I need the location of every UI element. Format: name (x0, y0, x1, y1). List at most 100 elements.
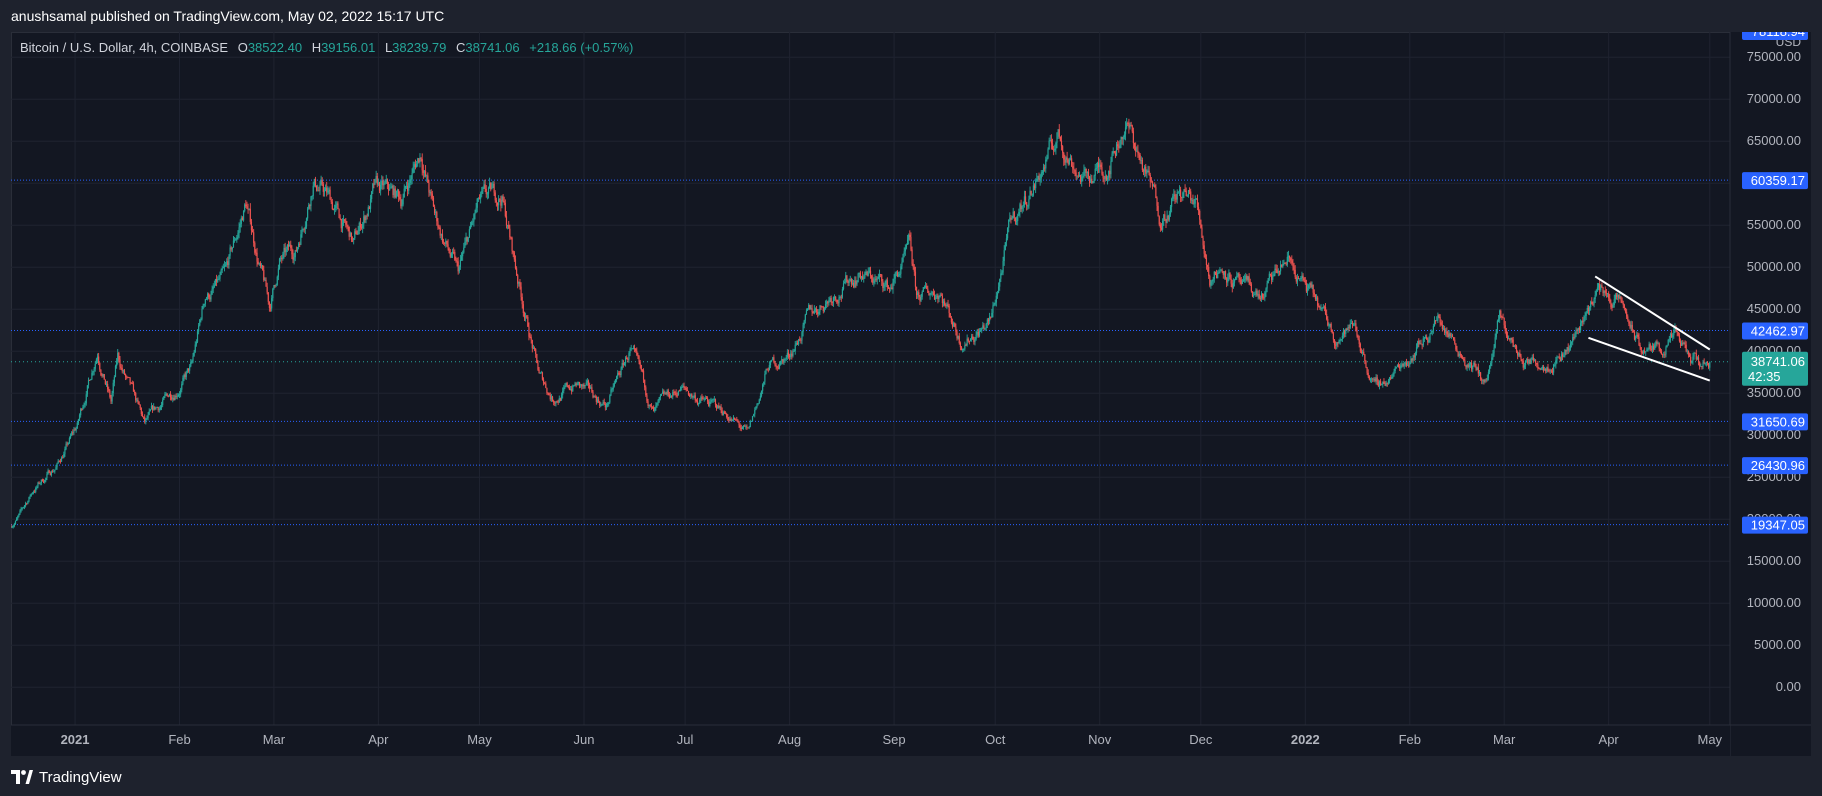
candle-body (1408, 364, 1410, 366)
candle-body (966, 338, 968, 346)
candle-body (294, 250, 296, 258)
candle-body (1203, 245, 1205, 254)
candle-body (1110, 161, 1112, 175)
candle-body (1121, 136, 1123, 140)
candle-body (813, 309, 815, 314)
candle-body (614, 379, 617, 383)
candle-body (438, 227, 440, 229)
candle-body (846, 275, 848, 281)
candle-body (1324, 307, 1327, 314)
candle-body (63, 454, 65, 459)
level-badge: 42462.97 (1742, 322, 1808, 340)
candle-body (1093, 175, 1095, 183)
candle-body (1153, 185, 1155, 187)
candle-body (32, 491, 35, 493)
candle-body (604, 403, 606, 408)
candle-body (1692, 356, 1694, 362)
candle-body (29, 495, 31, 497)
candle-body (1339, 340, 1341, 341)
candle-body (1278, 270, 1281, 272)
candle-body (1420, 343, 1422, 345)
candle-body (1165, 219, 1167, 223)
candle-body (772, 357, 774, 361)
candle-body (572, 385, 574, 392)
candle-body (1279, 264, 1282, 272)
candle-body (303, 228, 305, 230)
candle-body (80, 409, 82, 416)
candle-body (1291, 260, 1293, 264)
candle-body (1500, 310, 1502, 317)
candle-body (175, 396, 177, 397)
candle-body (1117, 144, 1119, 147)
candle-body (71, 432, 73, 436)
candle-body (1688, 354, 1691, 357)
candle-body (877, 277, 879, 279)
candle-body (1030, 190, 1032, 195)
candle-body (130, 382, 132, 384)
candle-body (321, 179, 323, 185)
candle-body (1541, 366, 1543, 369)
candle-body (259, 263, 262, 266)
candle-body (48, 470, 50, 473)
candle-body (458, 266, 460, 272)
candle-body (1435, 320, 1437, 322)
candle-body (1496, 320, 1499, 330)
candle-body (339, 218, 341, 220)
candle-body (1646, 349, 1648, 352)
candle-body (1187, 190, 1190, 196)
candle-body (1397, 364, 1400, 367)
candle-body (1386, 382, 1388, 384)
candle-body (922, 287, 924, 292)
candle-body (1175, 198, 1177, 200)
candle-body (318, 190, 320, 192)
candle-body (258, 263, 260, 265)
candle-body (353, 238, 355, 240)
candle-body (1415, 347, 1418, 353)
candle-body (972, 336, 974, 340)
candle-body (993, 304, 995, 306)
candle-body (1184, 189, 1186, 191)
candle-body (730, 418, 732, 421)
candle-body (619, 374, 621, 376)
candle-body (1393, 370, 1395, 375)
candle-body (833, 296, 836, 298)
candle-body (403, 188, 405, 198)
candle-body (356, 233, 358, 235)
candle-body (821, 306, 823, 308)
candle-body (1349, 323, 1351, 328)
candle-body (307, 208, 309, 219)
candle-body (559, 398, 562, 401)
candle-body (1075, 172, 1077, 177)
candle-body (264, 279, 266, 281)
candle-body (929, 294, 931, 296)
candle-body (250, 221, 253, 231)
candle-body (1255, 290, 1257, 295)
candle-body (1557, 356, 1559, 358)
candle-body (1235, 276, 1237, 280)
candle-body (487, 187, 490, 194)
candle-body (1254, 294, 1256, 296)
candle-body (505, 216, 508, 226)
candle-body (360, 227, 363, 229)
candle-body (1181, 196, 1183, 198)
candle-body (831, 302, 833, 303)
candle-body (521, 297, 523, 305)
candle-body (86, 385, 88, 395)
candle-body (551, 396, 554, 402)
candle-body (1063, 152, 1065, 160)
candle-body (138, 401, 140, 405)
candle-body (419, 157, 421, 163)
candle-body (1672, 335, 1674, 338)
candle-body (1486, 378, 1488, 380)
candle-body (435, 212, 437, 213)
candle-body (1601, 285, 1603, 288)
candle-body (645, 387, 647, 396)
candle-body (212, 286, 214, 289)
price-chart[interactable]: 0.005000.0010000.0015000.0020000.0025000… (11, 32, 1811, 756)
candle-body (578, 381, 581, 386)
candle-body (484, 184, 486, 189)
candle-body (985, 323, 987, 328)
candle-body (1000, 273, 1002, 279)
candle-body (885, 280, 887, 285)
candle-body (1330, 323, 1332, 330)
